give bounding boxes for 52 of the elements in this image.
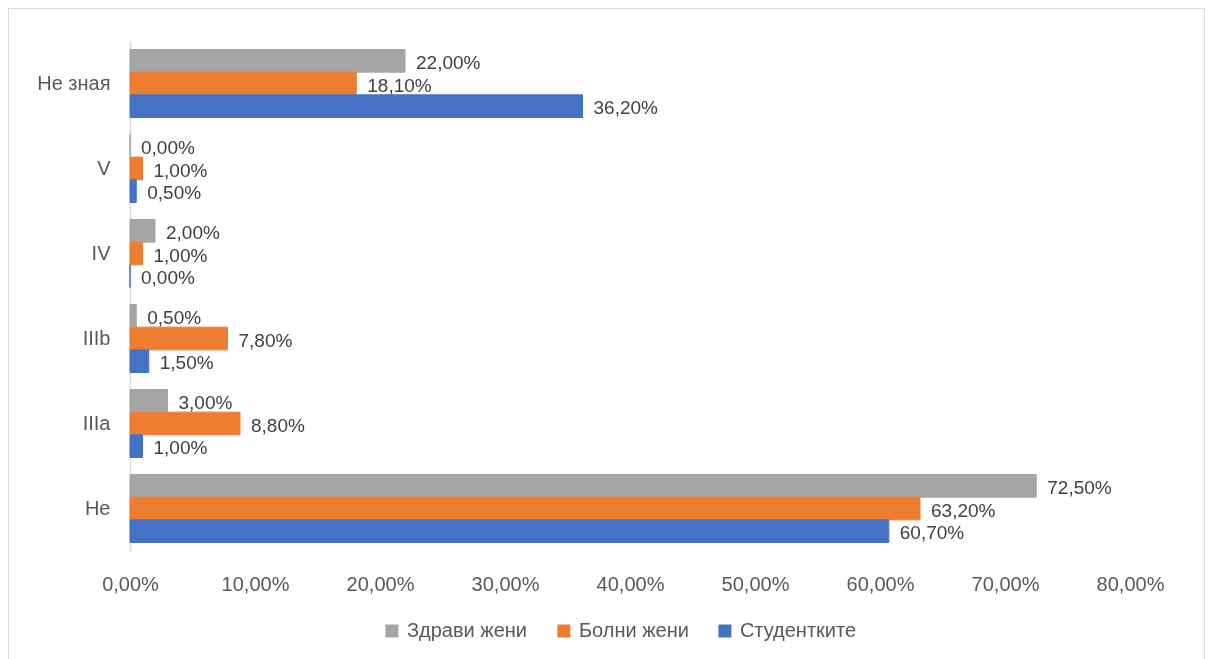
bar: [129, 241, 143, 266]
bar: [129, 411, 241, 436]
bar: [129, 496, 921, 521]
bar: [129, 349, 150, 373]
bar: [129, 49, 406, 73]
y-tick-label: Не зная: [37, 71, 111, 94]
data-label: 63,20%: [931, 499, 996, 521]
y-tick-label: IIIb: [82, 326, 111, 349]
data-label: 7,80%: [238, 329, 293, 351]
legend-label: Здрави жени: [406, 619, 527, 641]
legend-label: Болни жени: [578, 619, 689, 641]
bar: [129, 156, 143, 181]
bar: [129, 389, 168, 413]
legend-label: Студентките: [739, 619, 857, 641]
bar: [129, 326, 228, 351]
y-tick-label: V: [97, 156, 112, 179]
bar: [129, 304, 137, 328]
data-label: 72,50%: [1047, 476, 1112, 498]
x-tick-label: 20,00%: [346, 572, 415, 595]
x-tick-label: 80,00%: [1096, 572, 1165, 595]
y-tick-label: Не: [84, 496, 111, 519]
data-label: 0,50%: [147, 306, 202, 328]
data-label: 1,00%: [153, 159, 208, 181]
data-label: 22,00%: [416, 51, 481, 73]
bar: [129, 179, 137, 203]
data-label: 0,00%: [141, 136, 195, 158]
data-label: 1,00%: [153, 244, 208, 266]
x-tick-label: 60,00%: [846, 572, 915, 595]
data-label: 36,20%: [593, 97, 659, 119]
bar: [129, 474, 1037, 498]
bar: [129, 434, 143, 458]
bar: [129, 519, 890, 543]
data-label: 8,80%: [251, 414, 305, 436]
data-label: 1,50%: [159, 352, 214, 374]
x-tick-label: 40,00%: [596, 572, 665, 595]
x-tick-label: 0,00%: [102, 572, 160, 595]
bar: [129, 71, 357, 96]
y-tick-label: IV: [91, 241, 112, 264]
x-tick-label: 50,00%: [721, 572, 790, 595]
data-label: 0,00%: [141, 267, 195, 289]
data-label: 60,70%: [899, 522, 965, 544]
data-label: 0,50%: [147, 182, 202, 204]
x-tick-label: 10,00%: [221, 572, 290, 595]
data-label: 1,00%: [153, 437, 208, 459]
x-tick-label: 70,00%: [971, 572, 1040, 595]
x-tick-label: 30,00%: [471, 572, 540, 595]
bar: [129, 219, 156, 243]
data-label: 2,00%: [166, 221, 220, 243]
data-label: 3,00%: [178, 391, 233, 413]
data-label: 18,10%: [367, 74, 432, 96]
y-tick-label: IIIa: [82, 411, 112, 434]
bar: [129, 94, 583, 118]
